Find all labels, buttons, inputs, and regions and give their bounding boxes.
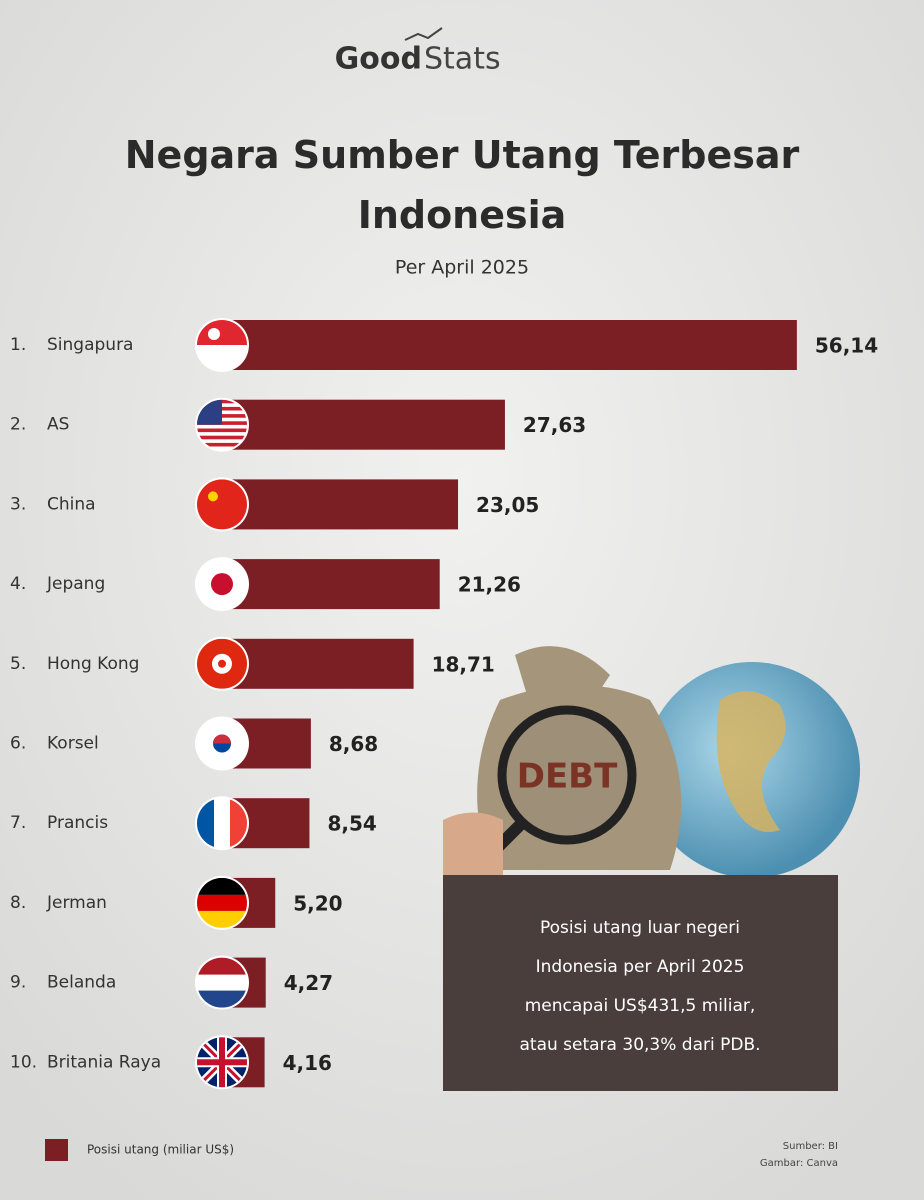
rank: 9.	[10, 973, 26, 993]
info-line: Indonesia per April 2025	[536, 957, 745, 977]
category-label: Singapura	[47, 335, 133, 355]
flag-part	[197, 428, 247, 433]
flag-part	[197, 894, 247, 912]
rank: 6.	[10, 734, 26, 754]
flag-inner	[197, 877, 247, 928]
flag-part	[211, 573, 233, 596]
flag-part	[197, 877, 247, 895]
rank: 3.	[10, 494, 26, 514]
category-label: China	[47, 494, 96, 514]
image-credit: Gambar: Canva	[760, 1158, 838, 1169]
legend-swatch	[45, 1139, 68, 1161]
flag-part	[197, 990, 247, 1008]
rank: 7.	[10, 813, 26, 833]
flag-part	[197, 957, 247, 975]
legend-label: Posisi utang (miliar US$)	[87, 1143, 234, 1157]
logo-light: Stats	[424, 42, 501, 77]
value-label: 8,54	[327, 812, 376, 836]
flag	[195, 716, 249, 771]
value-label: 18,71	[432, 652, 495, 676]
flag-inner	[197, 638, 247, 689]
hand	[443, 812, 503, 875]
flag	[195, 955, 249, 1010]
flag-part	[197, 910, 247, 928]
bar	[222, 399, 505, 450]
value-label: 5,20	[293, 891, 342, 915]
flag	[195, 477, 249, 532]
flag	[195, 636, 249, 691]
value-label: 8,68	[329, 732, 378, 756]
flag-part	[197, 479, 247, 530]
bar	[222, 479, 459, 530]
value-label: 21,26	[458, 573, 521, 597]
flag-inner	[197, 798, 247, 849]
chart-title: Negara Sumber Utang Terbesar Indonesia	[124, 133, 800, 237]
rank: 2.	[10, 415, 26, 435]
flag-part	[197, 798, 214, 849]
info-box	[443, 875, 838, 1091]
subtitle: Per April 2025	[395, 257, 529, 279]
flag	[195, 875, 249, 930]
flag	[195, 397, 249, 452]
flag-part	[208, 491, 218, 502]
debt-text: DEBT	[517, 757, 618, 797]
flag	[195, 1035, 249, 1090]
bar	[222, 559, 440, 610]
illustration: DEBT	[443, 646, 860, 878]
source: Sumber: BI	[783, 1141, 838, 1152]
category-label: Jerman	[46, 893, 107, 913]
rank: 8.	[10, 893, 26, 913]
flag-inner	[197, 320, 247, 370]
flag	[195, 796, 249, 851]
flag	[195, 318, 249, 372]
bar	[222, 320, 797, 370]
rank: 4.	[10, 574, 26, 594]
info-text: Posisi utang luar negeri Indonesia per Ap…	[519, 918, 760, 1055]
category-label: Prancis	[47, 813, 108, 833]
flag-part	[213, 734, 231, 744]
flag-inner	[197, 957, 247, 1008]
bar	[222, 638, 414, 689]
flag-inner	[197, 479, 247, 530]
category-label: Korsel	[47, 734, 99, 754]
logo-icon	[404, 27, 443, 41]
rank: 5.	[10, 654, 26, 674]
flag-part	[197, 1037, 247, 1088]
flag-inner	[197, 718, 247, 769]
flag-part	[230, 798, 247, 849]
flag-inner	[197, 399, 247, 450]
info-line: Posisi utang luar negeri	[540, 918, 740, 938]
flag-part	[218, 659, 226, 668]
value-label: 27,63	[523, 413, 586, 437]
bag-top	[515, 646, 610, 705]
value-label: 56,14	[815, 334, 878, 358]
info-line: atau setara 30,3% dari PDB.	[519, 1035, 760, 1055]
value-label: 4,16	[283, 1051, 332, 1075]
category-label: AS	[47, 415, 69, 435]
flag-inner	[197, 1037, 247, 1088]
info-line: mencapai US$431,5 miliar,	[525, 996, 756, 1016]
continent	[716, 691, 786, 832]
flag-part	[197, 442, 247, 447]
magnifier	[497, 705, 637, 845]
rank: 10.	[10, 1052, 37, 1072]
flag-inner	[197, 559, 247, 610]
flag	[195, 557, 249, 612]
flag-part	[208, 328, 220, 340]
rank: 1.	[10, 335, 26, 355]
category-label: Hong Kong	[47, 654, 139, 674]
flag-part	[197, 435, 247, 440]
category-label: Jepang	[46, 574, 105, 594]
category-label: Britania Raya	[47, 1052, 161, 1072]
value-label: 23,05	[476, 493, 539, 517]
logo-bold: Good	[335, 42, 422, 77]
category-label: Belanda	[47, 973, 116, 993]
value-label: 4,27	[284, 971, 333, 995]
